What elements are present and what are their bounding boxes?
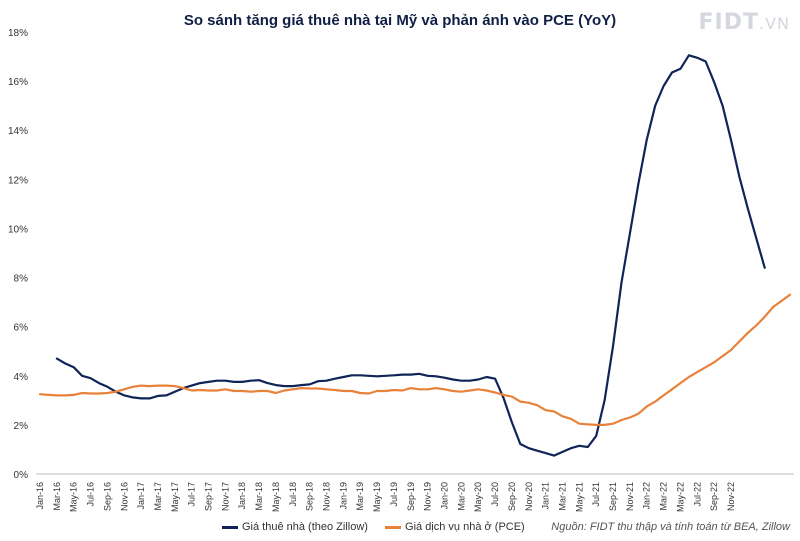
x-tick-label: Sep-22 xyxy=(709,482,719,511)
series-line-pce xyxy=(38,293,792,426)
x-tick-label: Jan-21 xyxy=(541,482,551,510)
x-tick-label: Jan-17 xyxy=(136,482,146,510)
y-tick-label: 6% xyxy=(14,323,29,334)
y-tick-label: 16% xyxy=(8,77,28,88)
x-tick-label: Sep-18 xyxy=(305,482,315,511)
y-tick-label: 8% xyxy=(14,274,29,285)
x-tick-label: Jan-22 xyxy=(642,482,652,510)
x-tick-label: Nov-22 xyxy=(726,482,736,511)
x-tick-label: Mar-16 xyxy=(52,482,62,511)
y-tick-label: 12% xyxy=(8,175,28,186)
x-tick-label: Nov-19 xyxy=(423,482,433,511)
y-tick-label: 14% xyxy=(8,126,28,137)
y-axis: 0% 2% 4% 6% 8% 10% 12% 14% 16% 18% xyxy=(8,28,28,481)
x-tick-label: Nov-20 xyxy=(524,482,534,511)
x-tick-label: Nov-17 xyxy=(220,482,230,511)
chart-series xyxy=(38,54,792,457)
source-note: Nguồn: FIDT thu thập và tính toán từ BEA… xyxy=(551,521,790,533)
x-tick-label: Jan-16 xyxy=(35,482,45,510)
x-tick-label: Mar-17 xyxy=(153,482,163,511)
x-tick-label: May-18 xyxy=(271,482,281,512)
x-tick-label: May-17 xyxy=(170,482,180,512)
x-tick-label: May-21 xyxy=(574,482,584,512)
legend-label-pce: Giá dịch vụ nhà ở (PCE) xyxy=(405,521,525,533)
x-tick-label: Sep-20 xyxy=(507,482,517,511)
series-line-rent xyxy=(55,54,766,457)
legend-item-rent: Giá thuê nhà (theo Zillow) xyxy=(222,521,368,533)
x-tick-label: Jul-19 xyxy=(389,482,399,507)
legend-swatch-rent xyxy=(222,525,238,529)
x-tick-label: May-19 xyxy=(372,482,382,512)
x-tick-label: Jul-17 xyxy=(187,482,197,507)
x-tick-label: May-20 xyxy=(473,482,483,512)
x-tick-label: Jan-20 xyxy=(439,482,449,510)
legend-label-rent: Giá thuê nhà (theo Zillow) xyxy=(242,521,368,533)
y-tick-label: 2% xyxy=(14,421,29,432)
x-tick-label: Nov-18 xyxy=(322,482,332,511)
y-tick-label: 18% xyxy=(8,28,28,39)
x-tick-label: Mar-18 xyxy=(254,482,264,511)
chart-title: So sánh tăng giá thuê nhà tại Mỹ và phản… xyxy=(183,12,617,29)
x-tick-label: Mar-19 xyxy=(355,482,365,511)
x-tick-label: Mar-20 xyxy=(456,482,466,511)
x-tick-label: May-16 xyxy=(69,482,79,512)
x-tick-label: Nov-16 xyxy=(119,482,129,511)
x-tick-label: Sep-19 xyxy=(406,482,416,511)
x-tick-label: Sep-17 xyxy=(204,482,214,511)
x-axis: Jan-16 Mar-16 May-16 Jul-16 Sep-16 Nov-16 Jan-… xyxy=(35,473,794,512)
y-tick-label: 0% xyxy=(14,470,29,481)
legend-swatch-pce xyxy=(385,525,402,529)
x-tick-label: Jul-16 xyxy=(86,482,96,507)
x-tick-label: Mar-22 xyxy=(659,482,669,511)
x-tick-label: Jul-21 xyxy=(591,482,601,507)
logo-suffix: .VN xyxy=(759,14,790,33)
x-tick-label: May-22 xyxy=(675,482,685,512)
logo-text: FIDT xyxy=(698,10,759,35)
x-tick-label: Jul-20 xyxy=(490,482,500,507)
x-tick-label: Jul-22 xyxy=(692,482,702,507)
x-tick-label: Sep-21 xyxy=(608,482,618,511)
x-tick-label: Jan-19 xyxy=(338,482,348,510)
x-tick-label: Jul-18 xyxy=(288,482,298,507)
legend-item-pce: Giá dịch vụ nhà ở (PCE) xyxy=(385,521,525,533)
x-tick-label: Jan-18 xyxy=(237,482,247,510)
y-tick-label: 4% xyxy=(14,372,29,383)
y-tick-label: 10% xyxy=(8,224,28,235)
x-tick-label: Sep-16 xyxy=(102,482,112,511)
x-tick-label: Nov-21 xyxy=(625,482,635,511)
x-tick-label: Mar-21 xyxy=(557,482,567,511)
fidt-logo: FIDT.VN xyxy=(699,10,790,35)
legend: Giá thuê nhà (theo Zillow) Giá dịch vụ n… xyxy=(222,521,539,533)
